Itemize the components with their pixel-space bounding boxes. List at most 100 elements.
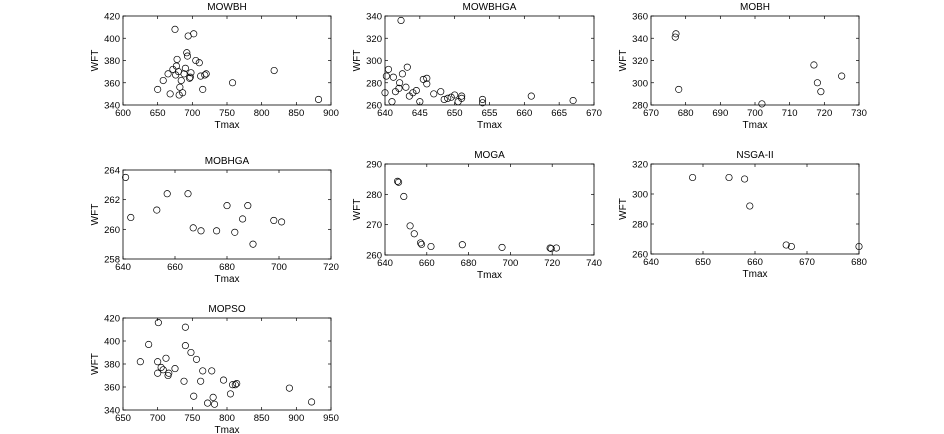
- data-point: [197, 377, 205, 385]
- x-tick-label: 655: [482, 108, 498, 119]
- data-point: [187, 348, 195, 357]
- data-point: [398, 70, 406, 78]
- chart-6: NSGA-II 640 650 660 670 680 260 280 300 320 Tmax WF…: [618, 150, 867, 280]
- data-point: [159, 366, 167, 374]
- x-tick-label: 680: [461, 258, 477, 269]
- data-point: [175, 91, 183, 99]
- x-axis-label: Tmax: [743, 269, 768, 280]
- data-point: [278, 218, 286, 226]
- data-point: [180, 70, 188, 78]
- chart-title: MOBHGA: [205, 156, 250, 167]
- data-point: [213, 227, 221, 235]
- data-point: [813, 79, 821, 87]
- x-tick-label: 750: [219, 108, 235, 119]
- data-point: [157, 363, 165, 372]
- x-tick-label: 660: [516, 108, 532, 119]
- chart-4: MOBHGA 640 660 680 700 720 258 260 262 264 Tmax WFT: [90, 156, 339, 285]
- data-point: [187, 69, 195, 77]
- data-point: [136, 358, 144, 366]
- y-tick-label: 280: [366, 78, 382, 89]
- y-tick-label: 340: [366, 12, 382, 23]
- data-point: [223, 202, 231, 210]
- y-axis-label: WFT: [618, 50, 629, 72]
- x-tick-label: 740: [586, 258, 602, 269]
- data-point: [189, 224, 197, 232]
- data-point: [314, 95, 323, 103]
- plot-frame: [650, 163, 860, 255]
- x-tick-label: 710: [782, 108, 798, 119]
- chart-title: MOWBH: [207, 2, 246, 13]
- y-tick-label: 340: [104, 101, 120, 112]
- x-tick-label: 650: [695, 257, 711, 268]
- data-point: [741, 175, 749, 183]
- y-tick-label: 360: [632, 12, 648, 23]
- data-point: [458, 92, 466, 100]
- data-point: [163, 190, 171, 198]
- data-point: [437, 88, 445, 96]
- data-point: [416, 98, 424, 106]
- data-point: [547, 245, 555, 253]
- y-tick-label: 260: [104, 225, 120, 236]
- x-tick-label: 640: [643, 257, 659, 268]
- data-point: [228, 79, 237, 87]
- chart-title: MOBH: [740, 2, 770, 13]
- y-tick-label: 380: [104, 360, 120, 371]
- x-tick-label: 750: [184, 413, 200, 424]
- data-point: [192, 56, 200, 65]
- data-point: [181, 64, 189, 72]
- data-point: [478, 95, 487, 103]
- data-point: [209, 393, 217, 401]
- data-point: [190, 392, 198, 400]
- x-axis-label: Tmax: [215, 425, 240, 434]
- x-tick-label: 600: [115, 108, 131, 119]
- data-point: [458, 94, 466, 102]
- y-tick-label: 320: [366, 34, 382, 45]
- y-axis-label: WFT: [352, 199, 363, 221]
- data-point: [190, 30, 198, 38]
- data-point: [192, 355, 201, 363]
- data-point: [416, 239, 425, 247]
- data-point: [400, 192, 408, 201]
- data-point: [165, 369, 173, 377]
- data-point: [498, 243, 506, 251]
- chart-7: MOPSO 650 700 750 800 850 900 950 340 360 380 400 42…: [90, 304, 339, 434]
- y-tick-label: 340: [104, 406, 120, 417]
- x-tick-label: 680: [678, 108, 694, 119]
- data-point: [199, 85, 207, 93]
- x-tick-label: 720: [816, 108, 832, 119]
- x-tick-label: 660: [747, 257, 763, 268]
- data-point: [183, 49, 191, 57]
- data-point: [395, 178, 403, 186]
- data-point: [855, 242, 863, 251]
- data-point: [810, 61, 818, 69]
- data-point: [210, 400, 219, 408]
- data-point: [202, 70, 210, 78]
- y-tick-label: 260: [632, 250, 648, 261]
- x-tick-label: 800: [254, 108, 270, 119]
- data-point: [181, 342, 189, 350]
- y-tick-label: 260: [366, 101, 382, 112]
- data-point: [746, 202, 754, 210]
- data-point: [231, 228, 239, 236]
- data-point: [244, 202, 252, 210]
- data-point: [186, 74, 194, 82]
- data-point: [154, 358, 162, 366]
- x-tick-label: 640: [115, 262, 131, 273]
- data-point: [239, 215, 247, 223]
- x-tick-label: 670: [799, 257, 815, 268]
- y-tick-label: 280: [632, 101, 648, 112]
- y-tick-label: 420: [104, 314, 120, 325]
- x-tick-label: 680: [219, 262, 235, 273]
- x-axis-label: Tmax: [743, 120, 768, 131]
- y-tick-label: 420: [104, 12, 120, 23]
- x-tick-label: 660: [167, 262, 183, 273]
- y-tick-label: 320: [632, 56, 648, 67]
- data-point: [402, 83, 410, 91]
- data-point: [231, 381, 239, 389]
- data-point: [397, 16, 405, 25]
- x-tick-label: 650: [115, 413, 131, 424]
- data-point: [675, 85, 683, 93]
- x-tick-label: 645: [412, 108, 428, 119]
- data-point: [122, 173, 130, 181]
